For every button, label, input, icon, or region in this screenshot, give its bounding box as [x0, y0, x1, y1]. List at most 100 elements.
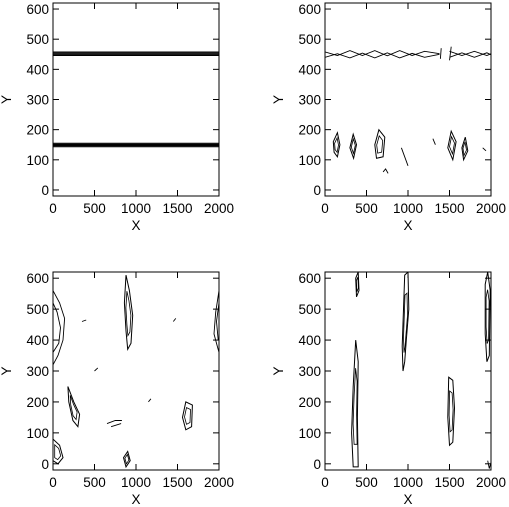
y-tick-label: 400 — [298, 333, 321, 348]
contour-eddy-3 — [374, 128, 386, 159]
x-tick-label: 0 — [49, 201, 57, 216]
x-axis-label: X — [403, 492, 412, 507]
y-tick-label: 0 — [41, 457, 49, 472]
y-tick-label: 300 — [26, 364, 49, 379]
y-tick-label: 500 — [298, 302, 321, 317]
x-tick-label: 500 — [83, 201, 106, 216]
contour-small-marks-line-0 — [81, 319, 87, 322]
contour-left-bottom — [53, 438, 64, 465]
contour-eddy-5-inner — [462, 141, 467, 157]
x-tick-label: 1500 — [162, 201, 192, 216]
contour-upper-wave-line-1 — [325, 50, 440, 57]
contour-streak-line-2 — [482, 147, 487, 152]
y-tick-label: 300 — [298, 364, 321, 379]
contour-bottom-blob — [122, 450, 131, 469]
x-tick-label: 500 — [83, 475, 106, 490]
contour-streak-line-3 — [382, 168, 389, 174]
contour-group — [351, 272, 491, 469]
y-tick-label: 100 — [26, 153, 49, 168]
contour-upper-wave-line-0 — [325, 52, 440, 59]
x-tick-label: 0 — [321, 201, 329, 216]
contour-group — [53, 51, 219, 148]
x-tick-label: 2000 — [476, 475, 506, 490]
contour-right-blob-inner — [184, 407, 191, 425]
x-tick-label: 2000 — [204, 475, 234, 490]
contour-small-marks-line-2 — [94, 367, 99, 372]
x-tick-label: 1000 — [121, 201, 151, 216]
y-tick-label: 400 — [298, 62, 321, 77]
x-tick-label: 500 — [355, 201, 378, 216]
x-tick-label: 0 — [49, 475, 57, 490]
contour-group — [325, 46, 491, 174]
contour-left-edge-line-1 — [53, 302, 61, 353]
y-axis-label: Y — [271, 366, 286, 375]
x-tick-label: 2000 — [204, 201, 234, 216]
x-axis-label: X — [131, 492, 140, 507]
contour-mid-bar-line-0 — [106, 420, 122, 425]
x-tick-label: 1500 — [434, 201, 464, 216]
contour-eddy-2 — [349, 132, 358, 161]
contour-edge-column — [484, 272, 491, 362]
x-tick-label: 1000 — [393, 201, 423, 216]
y-tick-label: 600 — [298, 2, 321, 17]
y-tick-label: 300 — [298, 93, 321, 108]
contour-eddy-2-inner — [350, 137, 356, 155]
y-tick-label: 100 — [298, 426, 321, 441]
y-tick-label: 200 — [298, 123, 321, 138]
contour-edge-column-inner — [485, 289, 490, 344]
contour-break-posts-line-0 — [439, 48, 442, 59]
contour-left-lower — [67, 386, 81, 428]
contour-bottom-blob-inner — [124, 453, 130, 465]
y-tick-label: 600 — [26, 2, 49, 17]
contour-small-marks-line-3 — [148, 398, 152, 403]
panel-top-left: 0 500 1000 1500 2000 0 100 200 300 400 500 600 X Y — [0, 2, 234, 233]
x-tick-label: 1000 — [121, 475, 151, 490]
y-tick-label: 100 — [298, 153, 321, 168]
contour-eddy-1 — [332, 131, 341, 159]
y-tick-label: 200 — [298, 395, 321, 410]
contour-upper-wave-line-3 — [449, 50, 491, 56]
contour-right-edge-line-0 — [213, 290, 219, 353]
contour-left-column-inner — [352, 368, 358, 445]
y-axis-label: Y — [271, 95, 286, 104]
contour-eddy-4 — [447, 129, 457, 162]
y-tick-label: 500 — [298, 32, 321, 47]
y-axis-label: Y — [0, 95, 14, 104]
contour-right-blob — [181, 401, 193, 431]
plot-frame — [324, 271, 492, 471]
contour-right-blob — [447, 376, 456, 447]
contour-central-column — [123, 274, 134, 351]
x-axis-label: X — [403, 218, 412, 233]
plot-frame — [52, 2, 220, 197]
y-tick-label: 100 — [26, 426, 49, 441]
y-tick-label: 300 — [26, 93, 49, 108]
contour-break-posts-line-1 — [449, 46, 452, 61]
y-tick-label: 200 — [26, 123, 49, 138]
x-tick-label: 1500 — [434, 475, 464, 490]
contour-left-edge-line-0 — [53, 290, 66, 366]
x-axis-label: X — [131, 218, 140, 233]
x-tick-label: 0 — [321, 475, 329, 490]
x-tick-label: 500 — [355, 475, 378, 490]
contour-eddy-1-inner — [334, 136, 339, 154]
contour-top-left-blob — [355, 272, 360, 297]
y-tick-label: 0 — [41, 183, 49, 198]
contour-mid-column-inner — [403, 292, 408, 353]
x-tick-label: 1500 — [162, 475, 192, 490]
plot-frame — [324, 2, 492, 197]
plot-frame — [52, 271, 220, 471]
panel-top-right: 0 500 1000 1500 2000 0 100 200 300 400 500 600 X Y — [271, 2, 506, 233]
y-tick-label: 0 — [313, 183, 321, 198]
contour-left-column — [351, 340, 359, 468]
y-tick-label: 500 — [26, 302, 49, 317]
contour-top-left-blob-inner — [355, 276, 359, 292]
x-tick-label: 1000 — [393, 475, 423, 490]
contour-edge-bottom-line-0 — [487, 460, 491, 469]
contour-streak-line-1 — [432, 138, 436, 145]
y-tick-label: 0 — [313, 457, 321, 472]
y-tick-label: 400 — [26, 62, 49, 77]
y-tick-label: 400 — [26, 333, 49, 348]
y-tick-label: 500 — [26, 32, 49, 47]
x-tick-label: 2000 — [476, 201, 506, 216]
